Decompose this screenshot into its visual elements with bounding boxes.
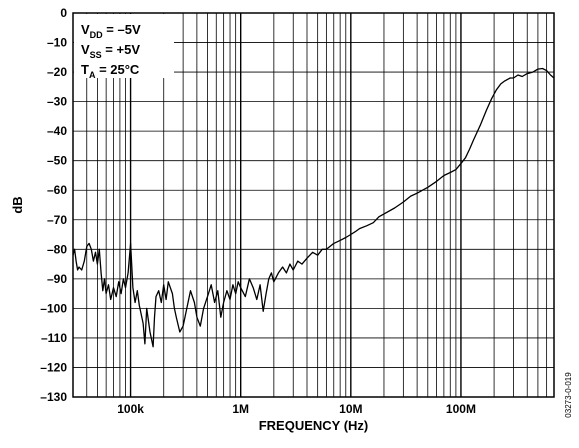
series-line (72, 67, 555, 348)
condition-subscript: A (89, 70, 96, 80)
series-layer (72, 67, 555, 348)
y-tick-label: –130 (40, 390, 67, 404)
figure-code: 03273-0-019 (564, 372, 573, 418)
y-tick-label: –60 (47, 183, 67, 197)
x-tick-label: 1M (232, 402, 249, 416)
condition-value: = –5V (103, 22, 141, 37)
plot-frame (72, 12, 555, 398)
y-tick-label: –10 (47, 36, 67, 50)
condition-symbol: V (81, 42, 90, 57)
x-axis-title: FREQUENCY (Hz) (259, 418, 369, 433)
y-tick-label: 0 (60, 6, 67, 20)
y-tick-label: –20 (47, 65, 67, 79)
y-tick-label: –100 (40, 301, 67, 315)
condition-value: = +5V (102, 42, 141, 57)
condition-value: = 25°C (95, 62, 139, 77)
condition-line: VSS = +5V (81, 42, 140, 60)
y-tick-label: –120 (40, 360, 67, 374)
condition-symbol: T (81, 62, 89, 77)
y-tick-label: –80 (47, 242, 67, 256)
axis-ticks: 0 –10 –20 –30 –40 –50 –60 –70 –80 –90 –100 –110 –120… (40, 6, 476, 416)
condition-subscript: SS (90, 50, 102, 60)
condition-line: VDD = –5V (81, 22, 141, 40)
y-axis-title: dB (10, 196, 25, 213)
y-tick-label: –30 (47, 95, 67, 109)
y-tick-label: –70 (47, 213, 67, 227)
condition-line: TA = 25°C (81, 62, 140, 80)
x-tick-label: 10M (339, 402, 362, 416)
x-tick-label: 100M (446, 402, 476, 416)
y-tick-label: –90 (47, 272, 67, 286)
condition-subscript: DD (90, 30, 103, 40)
y-tick-label: –50 (47, 154, 67, 168)
condition-symbol: V (81, 22, 90, 37)
conditions-box-background (74, 14, 174, 78)
y-tick-label: –110 (41, 331, 67, 345)
y-tick-label: –40 (47, 124, 67, 138)
x-tick-label: 100k (117, 402, 144, 416)
